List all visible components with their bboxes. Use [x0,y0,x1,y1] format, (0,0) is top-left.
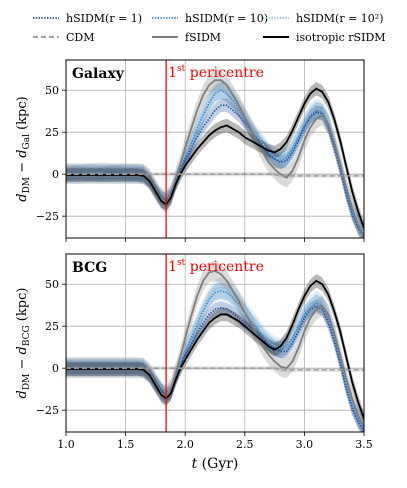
x-axis-label-text: t (Gyr) [192,456,239,472]
legend-label-hsidm10: hSIDM(r = 10) [185,12,268,25]
x-tick-label: 2.5 [236,438,254,451]
legend-label-rsidm: isotropic rSIDM [296,31,386,44]
series-line-rsidm [66,87,364,229]
plot-area [66,260,364,432]
panel-title: BCG [72,260,107,276]
pericentre-label: 1st pericentre [168,258,264,275]
x-tick-label: 1.5 [117,438,135,451]
x-tick-label: 3.0 [296,438,314,451]
y-tick-label: −25 [36,210,59,223]
x-axis-label: t (Gyr) [192,456,239,472]
x-tick-label: 2.0 [176,438,194,451]
axes-frame [65,59,365,239]
panel-galaxy: 1st pericentre Galaxy −25 0 25 50 dDM − dGal (… [15,59,365,242]
y-tick-label: 0 [52,362,59,375]
panel-bcg: 1st pericentre BCG −25 0 25 50 1.0 1.5 2.0 2.5 3.0… [15,253,373,451]
pericentre-label: 1st pericentre [168,64,264,81]
series-line-cdm [66,173,364,177]
legend-label-cdm: CDM [66,31,95,44]
band-hsidm1 [66,98,364,238]
x-tick-label: 3.5 [355,438,373,451]
legend: hSIDM(r = 1) hSIDM(r = 10) hSIDM(r = 10²) C… [33,12,386,44]
y-tick-label: 50 [45,278,59,291]
axes-frame [65,253,365,433]
legend-label-hsidm1: hSIDM(r = 1) [66,12,142,25]
series-line-cdm [66,367,364,371]
series-line-fsidm [66,79,364,238]
y-tick-label: 25 [45,126,59,139]
panel-title: Galaxy [72,66,125,82]
y-axis-label: dDM − dBCG (kpc) [15,288,32,399]
series-line-fsidm [66,269,364,428]
y-tick-label: 25 [45,320,59,333]
y-axis-label: dDM − dGal (kpc) [15,96,32,201]
y-tick-label: 0 [52,168,59,181]
y-tick-label: −25 [36,404,59,417]
x-tick-label: 1.0 [57,438,75,451]
band-hsidm1 [66,299,364,432]
plot-area [66,70,364,238]
legend-label-hsidm100: hSIDM(r = 10²) [296,12,384,25]
series-line-rsidm [66,279,364,419]
y-tick-label: 50 [45,84,59,97]
legend-label-fsidm: fSIDM [185,31,221,44]
